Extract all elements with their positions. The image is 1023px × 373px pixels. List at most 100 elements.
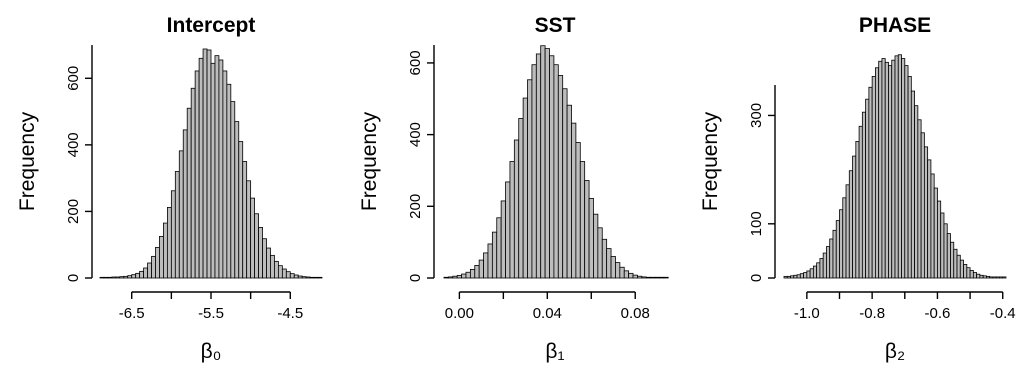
panel-1-bar	[182, 129, 188, 279]
panel-1-bar	[293, 274, 299, 279]
panel-3-bar	[803, 272, 808, 279]
panel-1-bar	[270, 254, 275, 279]
panel-3-bar	[829, 238, 834, 279]
panel-2-bar	[553, 64, 559, 279]
panel-3-bar	[822, 252, 827, 279]
panel-3-bar	[793, 274, 798, 279]
panel-2-bar	[491, 231, 498, 279]
panel-1-bar	[151, 255, 156, 279]
panel-3-y-tick-label: 0	[748, 274, 765, 282]
panel-1-bar	[254, 213, 259, 279]
panel-2-bar	[610, 256, 616, 279]
panel-2-y-tick-label: 400	[407, 122, 424, 147]
panel-2-bar	[584, 180, 590, 279]
panel-3-bar	[855, 141, 860, 279]
panel-3-bar	[826, 246, 831, 279]
panel-2-bar	[562, 88, 568, 279]
panel-3-bar	[986, 275, 991, 279]
panel-3-bar	[796, 274, 801, 279]
panel-3-bar	[995, 276, 1000, 279]
panel-3-bar	[897, 54, 902, 279]
panel-1-bar	[103, 276, 109, 279]
panel-2-bar	[549, 55, 555, 279]
panel-1-bar	[281, 268, 287, 279]
panel-1-bar	[147, 262, 152, 279]
panel-1-bar	[194, 70, 200, 279]
panel-2-bar	[483, 252, 489, 279]
panel-1-bar	[226, 83, 232, 279]
panel-1-bar	[190, 87, 196, 279]
panel-3-bar	[989, 276, 994, 279]
panel-1-bar	[234, 121, 240, 279]
panel-3-bar	[799, 273, 804, 279]
panel-1-x-tick-label: -5.5	[198, 305, 224, 322]
panel-3-bar	[901, 58, 906, 279]
panel-3-title: PHASE	[859, 14, 931, 37]
panel-3-bar	[894, 55, 899, 279]
panel-1-bar	[143, 267, 148, 279]
panel-2-bar	[615, 262, 621, 279]
panel-1-bar	[111, 276, 117, 279]
panel-3-bar	[904, 65, 909, 279]
panel-3-y-tick-label: 100	[748, 211, 765, 236]
panel-1-bar	[277, 265, 283, 279]
panel-2-y-tick-label: 600	[407, 50, 424, 75]
panel-1-bar	[155, 246, 160, 279]
panel-1-bar	[170, 190, 176, 279]
panel-1-bar	[246, 180, 252, 279]
panel-3-y-label: Frequency	[699, 111, 722, 211]
panel-1-bar	[210, 62, 216, 279]
panel-3-bar	[861, 111, 867, 279]
panel-3-bar	[920, 132, 925, 279]
panel-3-bar	[783, 275, 788, 279]
panel-1-bar	[258, 227, 263, 279]
panel-1-bar	[317, 276, 323, 279]
panel-2-bar	[637, 275, 643, 279]
panel-1-x-label: β₀	[201, 340, 222, 363]
panel-1-y-tick-label: 600	[65, 66, 82, 91]
panel-3-bar	[816, 262, 821, 279]
panel-2-bar	[650, 276, 656, 279]
panel-2-bar	[632, 274, 638, 279]
panel-1-title: Intercept	[167, 14, 256, 37]
panel-2-bar	[527, 79, 533, 279]
panel-3-x-tick-label: -0.8	[859, 305, 885, 322]
panel-2-bar	[641, 276, 647, 279]
panel-1-bar	[250, 197, 255, 279]
panel-2-bar	[597, 227, 603, 279]
panel-3-bar	[884, 61, 889, 279]
panel-3-x-label: β₂	[885, 340, 905, 363]
panel-1-bar	[174, 171, 180, 279]
panel-1-bar	[274, 260, 279, 279]
panel-1-y-tick-label: 0	[65, 274, 82, 282]
panel-1-bar	[198, 57, 204, 279]
panel-2-bar	[623, 270, 630, 279]
panel-1-bar	[135, 272, 141, 279]
panel-2-bar	[593, 213, 599, 279]
panel-3-bar	[865, 98, 870, 279]
panel-2-x-tick-label: 0.08	[621, 305, 650, 322]
panel-3-bar	[907, 76, 912, 279]
panel-2-bar	[566, 104, 572, 279]
panel-3-bar	[956, 254, 961, 279]
panel-1-bar	[238, 141, 244, 279]
panel-1-bar	[218, 59, 224, 279]
panel-1-bar	[289, 273, 295, 279]
panel-3-bar	[790, 275, 795, 279]
panel-2-bar	[654, 276, 660, 279]
panel-1-x-tick-label: -6.5	[119, 305, 145, 322]
panel-3-bar	[842, 197, 847, 279]
panel-3-bar	[959, 259, 964, 279]
panel-1-bar	[159, 235, 164, 279]
panel-1-bar	[166, 207, 172, 279]
panel-1-bar	[127, 275, 133, 279]
panel-3-bar	[809, 268, 814, 279]
panel-1-bar	[123, 275, 129, 279]
panel-1-y-tick-label: 200	[65, 199, 82, 224]
panel-3-bar	[868, 86, 873, 279]
panel-3-bar	[891, 59, 896, 279]
panel-2-bar	[557, 75, 564, 279]
panel-3-bar	[982, 275, 987, 279]
panel-1-bar	[266, 247, 271, 279]
